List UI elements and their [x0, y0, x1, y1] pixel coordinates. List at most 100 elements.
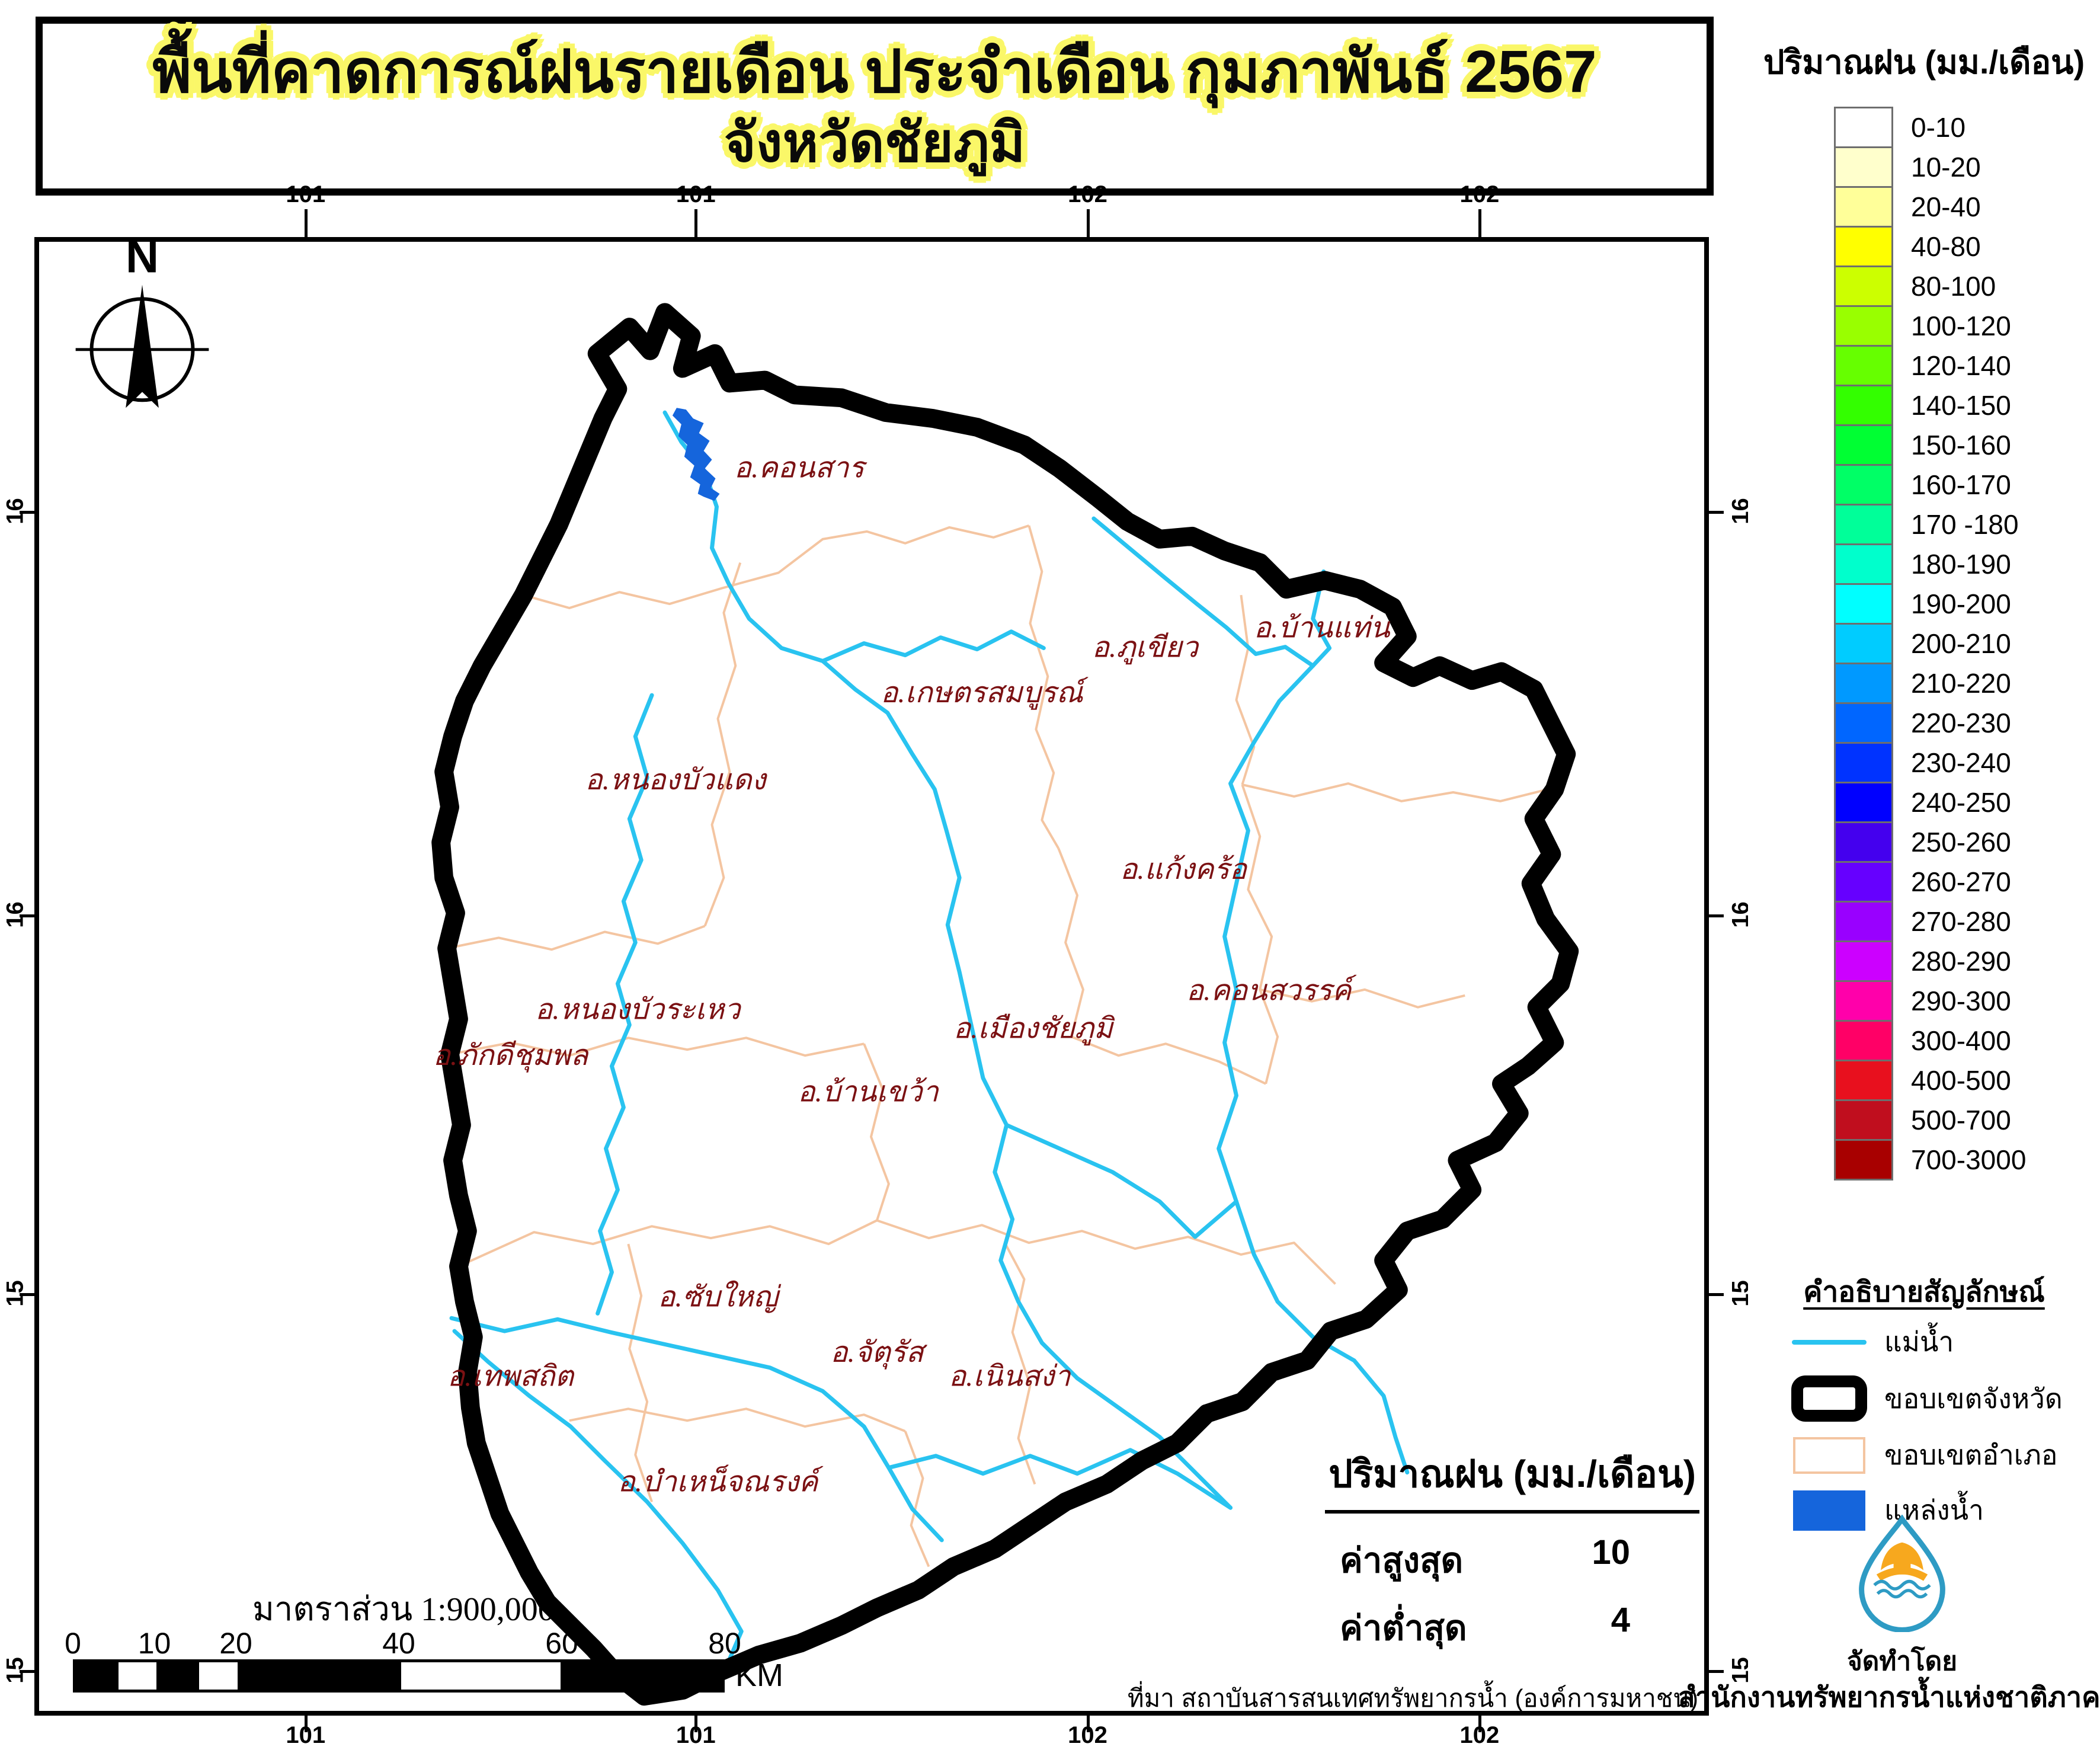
legend-item-province-boundary: ขอบเขตจังหวัด — [1790, 1375, 2063, 1422]
symbols-legend-list: แม่น้ำ ขอบเขตจังหวัด ขอบเขตอำเภอ แหล่งน้… — [1790, 1320, 2063, 1532]
rain-class-swatch — [1834, 663, 1893, 704]
longitude-tick — [694, 1714, 698, 1732]
rain-class-label: 10-20 — [1911, 152, 1981, 183]
rain-class-row: 100-120 — [1834, 305, 2026, 347]
rain-class-label: 290-300 — [1911, 986, 2011, 1016]
scale-bar-tick-label: 60 — [545, 1627, 578, 1660]
rain-class-label: 40-80 — [1911, 231, 1981, 262]
rain-stats-header: ปริมาณฝน (มม./เดือน) — [1325, 1444, 1699, 1514]
district-label: อ.ภักดีชุมพล — [433, 1039, 590, 1073]
longitude-label: 102 — [1068, 1722, 1107, 1748]
scale-bar-segment — [76, 1662, 117, 1690]
rain-legend-header: ปริมาณฝน (มม./เดือน) — [1763, 43, 2085, 81]
north-arrow-icon — [126, 284, 159, 408]
rain-class-row: 140-150 — [1834, 385, 2026, 426]
latitude-tick — [1709, 1292, 1724, 1296]
rain-scale-list: 0-10 10-20 20-40 40-80 80-100 100-120 120-140 1… — [1834, 107, 2026, 1180]
longitude-tick — [304, 209, 308, 237]
rain-max-row: ค่าสูงสุด 10 — [1340, 1533, 1630, 1588]
rain-class-row: 260-270 — [1834, 861, 2026, 903]
rain-class-swatch — [1834, 623, 1893, 664]
scale-bar-segment — [237, 1662, 399, 1690]
rain-class-row: 300-400 — [1834, 1020, 2026, 1061]
district-label: อ.บ้านเขว้า — [798, 1076, 939, 1108]
province-boundary-icon — [1791, 1375, 1867, 1422]
rain-class-row: 220-230 — [1834, 702, 2026, 744]
rain-class-label: 190-200 — [1911, 588, 2011, 619]
symbols-legend-header: คำอธิบายสัญลักษณ์ — [1803, 1276, 2045, 1308]
latitude-tick — [20, 914, 34, 918]
rain-class-label: 300-400 — [1911, 1025, 2011, 1056]
legend-item-district-boundary: ขอบเขตอำเภอ — [1790, 1434, 2063, 1477]
rain-class-swatch — [1834, 940, 1893, 982]
rain-min-label: ค่าต่ำสุด — [1340, 1609, 1467, 1647]
scale-bar-segment — [197, 1662, 238, 1690]
rain-class-swatch — [1834, 742, 1893, 783]
scale-bar: 0 10 20 40 60 80 KM — [65, 1626, 819, 1697]
rain-min-row: ค่าต่ำสุด 4 — [1340, 1600, 1630, 1655]
latitude-label: 15 — [2, 1280, 28, 1307]
district-label: อ.บ้านแท่น — [1254, 612, 1391, 644]
rain-class-swatch — [1834, 464, 1893, 506]
rain-class-row: 190-200 — [1834, 583, 2026, 625]
rain-class-swatch — [1834, 702, 1893, 744]
longitude-label: 101 — [676, 181, 716, 207]
longitude-tick — [304, 1714, 308, 1732]
latitude-tick — [1709, 914, 1724, 918]
district-label: อ.คอนสาร — [734, 452, 868, 484]
legend-panel: ปริมาณฝน (มม./เดือน) 0-10 10-20 20-40 40-80… — [1678, 0, 2100, 1750]
map-frame: N อ.คอนสาร อ.ภูเขียว อ.บ้านแท่น อ.เกษตรสมบู… — [34, 237, 1709, 1716]
rain-class-row: 250-260 — [1834, 821, 2026, 863]
rain-class-label: 270-280 — [1911, 906, 2011, 937]
water-body-icon — [1793, 1490, 1865, 1531]
latitude-label: 16 — [2, 498, 28, 524]
rain-class-label: 100-120 — [1911, 311, 2011, 341]
latitude-label: 16 — [2, 901, 28, 928]
rain-class-row: 700-3000 — [1834, 1139, 2026, 1180]
rain-class-swatch — [1834, 385, 1893, 426]
scale-bar-segment — [399, 1662, 561, 1690]
page-title-line2: จังหวัดชัยภูมิ — [724, 113, 1026, 173]
longitude-label: 101 — [286, 181, 326, 207]
longitude-tick — [694, 209, 698, 237]
rain-class-row: 150-160 — [1834, 424, 2026, 466]
scale-bar-segments — [73, 1659, 725, 1693]
rain-class-swatch — [1834, 1060, 1893, 1101]
latitude-tick — [1709, 511, 1724, 514]
rain-class-swatch — [1834, 345, 1893, 386]
rain-class-row: 20-40 — [1834, 186, 2026, 228]
rain-class-label: 80-100 — [1911, 271, 1996, 302]
province-boundary — [431, 303, 1579, 1706]
title-box: พื้นที่คาดการณ์ฝนรายเดือน ประจำเดือน กุม… — [36, 17, 1714, 196]
latitude-tick — [1709, 1670, 1724, 1674]
rain-class-label: 230-240 — [1911, 747, 2011, 778]
rain-class-swatch — [1834, 901, 1893, 942]
rain-class-row: 230-240 — [1834, 742, 2026, 783]
rain-class-row: 240-250 — [1834, 782, 2026, 823]
scale-bar-tick-label: 10 — [137, 1627, 171, 1660]
rain-class-swatch — [1834, 543, 1893, 585]
compass-rose: N — [75, 242, 209, 408]
longitude-label: 102 — [1459, 181, 1500, 207]
district-label: อ.ภูเขียว — [1092, 631, 1200, 664]
agency-logo — [1849, 1514, 1955, 1633]
latitude-label: 15 — [2, 1657, 28, 1684]
scale-bar-segment — [156, 1662, 197, 1690]
district-label: อ.หนองบัวแดง — [585, 764, 767, 796]
rain-class-row: 280-290 — [1834, 940, 2026, 982]
rain-class-swatch — [1834, 107, 1893, 148]
legend-item-label: ขอบเขตจังหวัด — [1884, 1383, 2063, 1414]
rain-class-row: 160-170 — [1834, 464, 2026, 506]
district-label: อ.จัตุรัส — [830, 1336, 927, 1370]
rain-class-swatch — [1834, 980, 1893, 1022]
rain-class-label: 400-500 — [1911, 1065, 2011, 1096]
rain-class-row: 180-190 — [1834, 543, 2026, 585]
rain-class-label: 120-140 — [1911, 350, 2011, 381]
legend-item-label: ขอบเขตอำเภอ — [1884, 1439, 2058, 1470]
district-label: อ.คอนสวรรค์ — [1186, 975, 1358, 1007]
rain-class-label: 140-150 — [1911, 390, 2011, 421]
rain-class-row: 0-10 — [1834, 107, 2026, 148]
latitude-tick — [20, 511, 34, 514]
